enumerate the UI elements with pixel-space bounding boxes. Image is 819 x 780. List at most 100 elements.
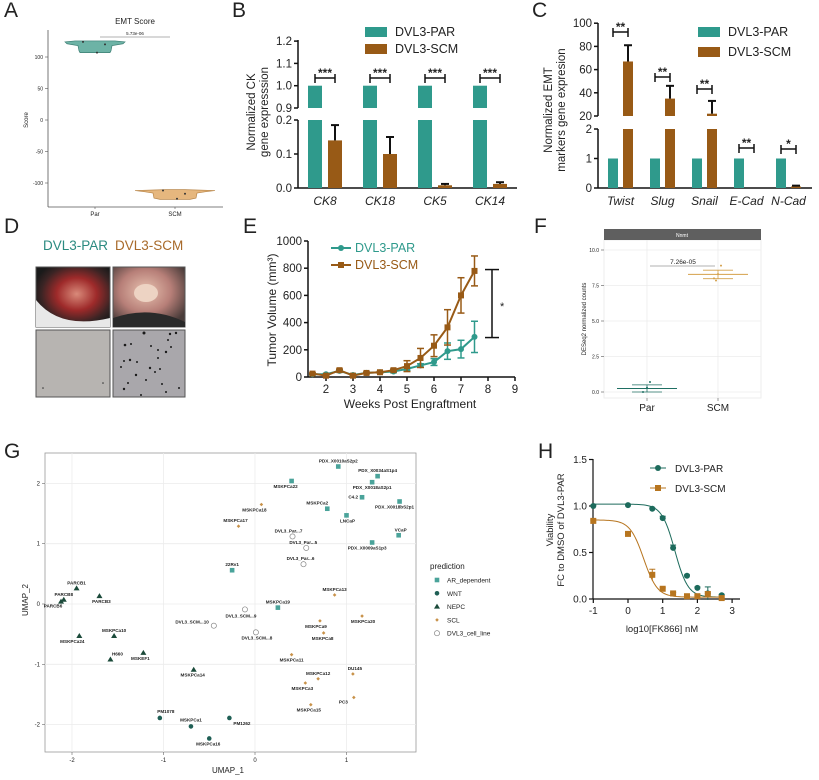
photo-colonies-scm <box>112 329 186 398</box>
b-sig-stars: *** <box>373 66 387 80</box>
a-y-tick-label: -100 <box>33 181 43 187</box>
c-sig-stars: * <box>786 137 791 151</box>
umap-marker-scl <box>321 631 326 635</box>
bar-scm-upper <box>623 61 633 116</box>
umap-marker-wnt <box>206 736 212 741</box>
umap-point-mskpca8 <box>321 631 326 635</box>
photo-detail <box>134 284 158 302</box>
e-sig-star: * <box>500 301 505 313</box>
umap-marker-scl <box>316 676 320 681</box>
e-y-tick-label: 0 <box>296 372 302 384</box>
umap-marker-scl <box>236 524 241 529</box>
e-x-tick-label: 9 <box>512 384 518 396</box>
umap-point-mskpca15 <box>309 702 313 707</box>
e-legend-label: DVL3-SCM <box>355 258 418 272</box>
umap-point-label: DVL3_Par...5 <box>289 540 317 545</box>
panel-label-h: H <box>538 440 553 463</box>
colony-dot <box>123 360 125 362</box>
c-y-tick-label: 60 <box>579 65 592 77</box>
d-image-scm-mouse <box>112 266 186 328</box>
umap-point-dvl3-par-6 <box>300 561 307 568</box>
umap-marker-dvl3-cell-line <box>252 629 259 636</box>
umap-point-label: H660 <box>112 651 123 656</box>
umap-point-mskef1 <box>140 649 147 655</box>
umap-marker-ar-dependent <box>324 506 330 512</box>
umap-marker-nepc <box>190 666 197 672</box>
colony-dot <box>134 373 138 377</box>
umap-point-label: MSKPCa18 <box>242 508 267 513</box>
umap-point-label: MSKPCa8 <box>312 636 334 641</box>
b-group-ck14 <box>473 85 507 188</box>
g-legend-marker-dvl3-cell-line <box>434 630 440 637</box>
umap-point-parcb3 <box>96 593 103 599</box>
h-y-label: Viability <box>545 513 556 546</box>
a-pvalue: 5.73e-06 <box>126 31 144 36</box>
g-legend-label: DVL3_cell_line <box>447 631 491 638</box>
h-y-tick-label: 0.5 <box>573 548 587 559</box>
bar-par <box>734 158 744 188</box>
f-y-tick-label: 10.0 <box>589 248 599 254</box>
umap-marker-scl <box>318 619 322 623</box>
colony-dot <box>140 394 142 396</box>
c-y-label: markers gene expresion <box>556 48 568 171</box>
h-x-tick-label: -1 <box>589 606 598 617</box>
a-y-tick-label: -50 <box>36 150 43 156</box>
d-label-scm: DVL3-SCM <box>115 238 183 253</box>
e-legend-label: DVL3-PAR <box>355 241 415 255</box>
c-y-tick-label: 40 <box>579 88 592 100</box>
umap-point-mskpca14 <box>190 666 197 672</box>
bar-scm <box>665 129 675 188</box>
b-sig-stars: *** <box>428 66 442 80</box>
h-y-tick-label: 1.5 <box>573 455 587 466</box>
umap-point-label: MSKPCa12 <box>306 671 331 676</box>
umap-point-label: PC3 <box>339 699 348 704</box>
umap-point-label: DVL3_SCM...9 <box>225 613 256 618</box>
colony-dot <box>128 358 132 362</box>
umap-marker-scl <box>309 702 313 707</box>
bar-par <box>473 120 487 188</box>
umap-point-label: PDX_X0018aS2p1 <box>353 485 392 490</box>
d-image-par-colonies <box>35 329 111 398</box>
f-pvalue: 7.26e-05 <box>670 259 696 266</box>
umap-point-c4-2 <box>359 494 365 500</box>
umap-point-label: DU145 <box>348 666 363 671</box>
umap-point-label: VCaP <box>395 527 407 532</box>
umap-point-label: LNCaP <box>340 518 355 523</box>
umap-point-label: MSKPCa22 <box>273 484 298 489</box>
e-x-tick-label: 6 <box>431 384 437 396</box>
umap-marker-dvl3-cell-line <box>303 544 310 551</box>
e-x-label: Weeks Post Engraftment <box>344 397 477 411</box>
legend-swatch-par <box>365 27 387 37</box>
colony-dot <box>167 339 169 341</box>
colony-dot <box>142 331 146 335</box>
f-y-tick-label: 5.0 <box>592 319 599 325</box>
f-point <box>720 264 722 267</box>
d-image-scm-colonies <box>112 329 186 398</box>
colony-dot <box>157 357 159 359</box>
g-x-tick-label: -2 <box>69 758 75 764</box>
g-plot-panel <box>44 452 417 753</box>
colony-dot <box>136 361 138 363</box>
bar-scm <box>493 183 507 188</box>
umap-marker-scl <box>351 672 355 676</box>
g-y-tick-label: -1 <box>35 662 41 668</box>
violin-par <box>64 40 126 53</box>
umap-point-label: MSKPCa1 <box>180 717 202 722</box>
a-y-tick-label: 100 <box>35 55 44 61</box>
umap-point-label: MSKPCa2 <box>306 501 328 506</box>
umap-point-lncap <box>344 513 349 518</box>
g-x-tick-label: 1 <box>345 758 349 764</box>
c-sig-stars: ** <box>616 20 626 34</box>
b-sig-stars: *** <box>483 66 497 80</box>
g-y-tick-label: -2 <box>35 723 41 729</box>
umap-point-label: MSKPCa14 <box>181 673 206 678</box>
umap-point-label: 22Rv1 <box>225 562 239 567</box>
umap-marker-nepc <box>140 649 147 655</box>
colony-dot <box>178 387 180 389</box>
umap-marker-nepc <box>60 596 67 602</box>
b-y-tick-label: 0.1 <box>276 149 292 161</box>
bar-scm <box>623 129 633 188</box>
panel-label-a: A <box>4 0 18 22</box>
h-series-scm <box>590 517 725 602</box>
c-group-twist <box>608 61 633 188</box>
